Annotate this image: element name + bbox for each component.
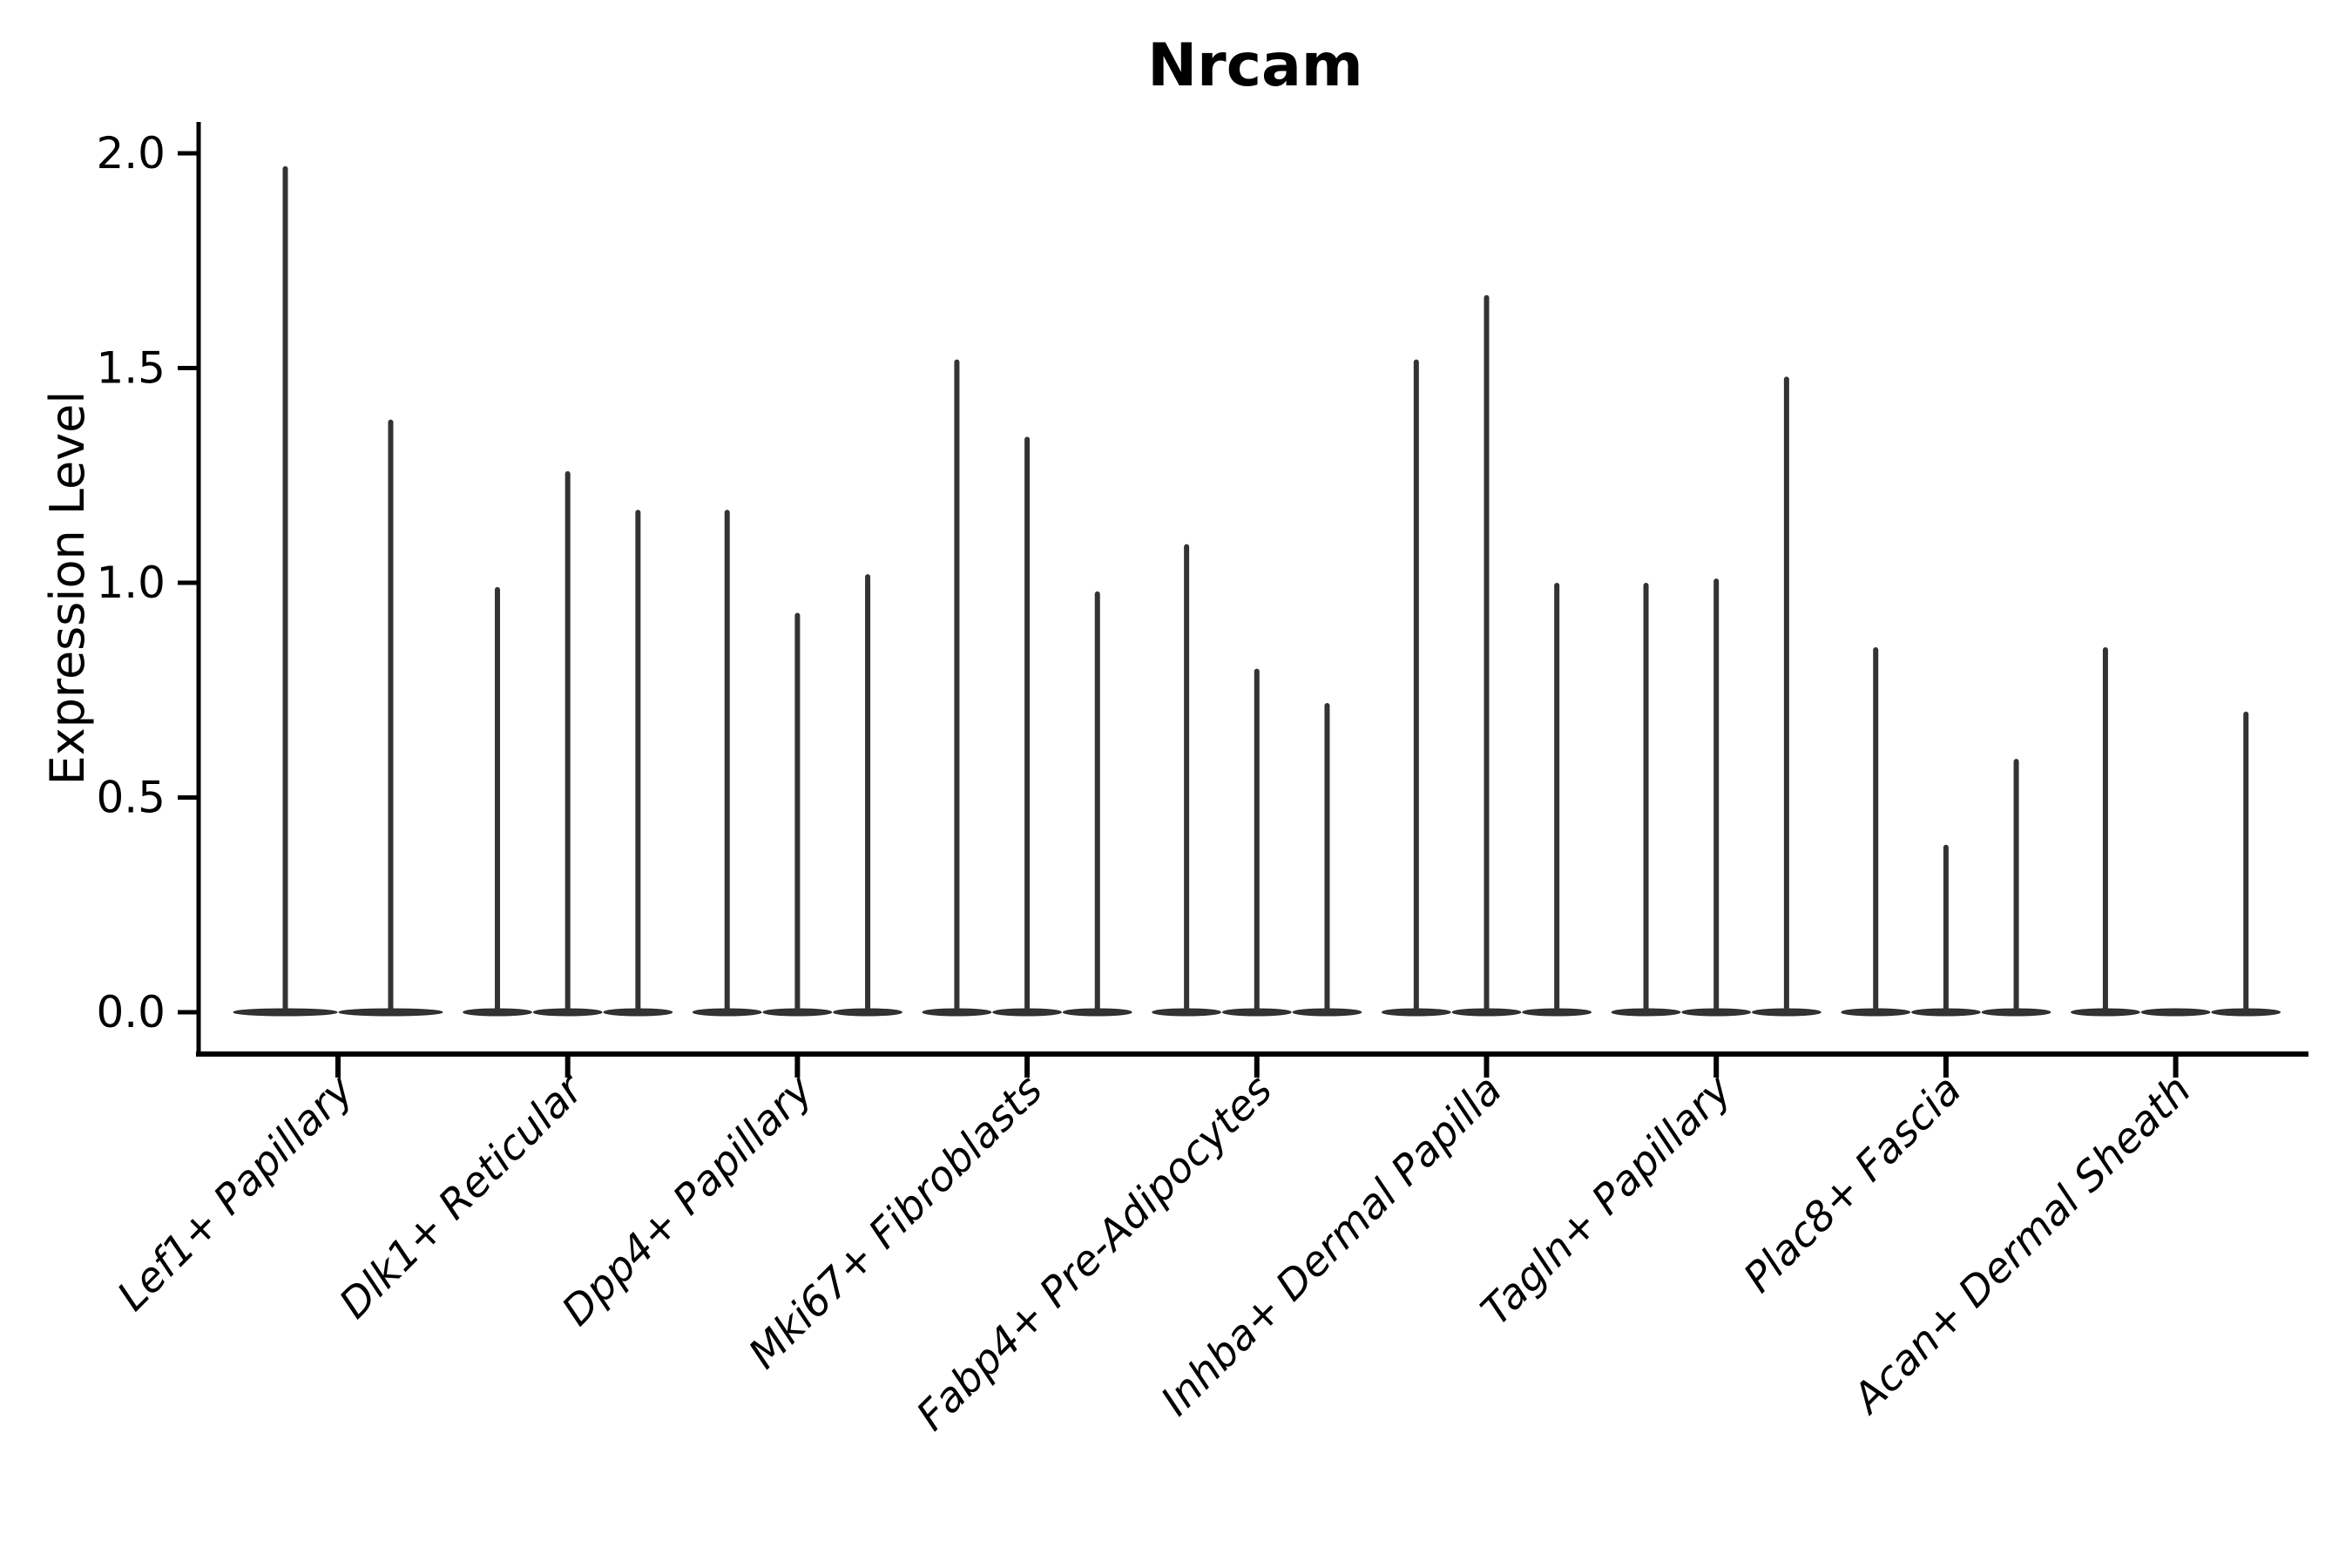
violin-group — [922, 359, 1132, 1017]
y-tick-label: 0.5 — [96, 773, 166, 823]
y-tick-label: 1.0 — [96, 558, 166, 608]
chart-title: Nrcam — [1147, 31, 1363, 100]
x-tick-label: Plac8+ Fascia — [1734, 1066, 1970, 1302]
violin-group — [692, 510, 902, 1017]
y-tick-labels: 0.0 0.5 1.0 1.5 2.0 — [96, 128, 166, 1037]
violin-group — [1152, 544, 1362, 1017]
violin-group — [1611, 376, 1821, 1017]
violin-base — [2140, 1008, 2211, 1017]
violin-group — [233, 166, 443, 1017]
x-tick-label: Dlk1+ Reticular — [330, 1064, 594, 1328]
y-tick-label: 2.0 — [96, 128, 166, 179]
violin-series — [233, 166, 2281, 1017]
axes — [178, 122, 2308, 1078]
y-tick-label: 0.0 — [96, 987, 166, 1037]
violin-group — [1382, 294, 1592, 1017]
y-tick-label: 1.5 — [96, 343, 166, 394]
x-tick-label: Lef1+ Papillary — [108, 1065, 363, 1321]
x-tick-label: Tagln+ Papillary — [1472, 1065, 1742, 1335]
x-tick-label: Dpp4+ Papillary — [553, 1065, 823, 1335]
y-axis-label: Expression Level — [40, 391, 95, 786]
violin-group — [1841, 646, 2051, 1017]
violin-group — [463, 470, 673, 1017]
violin-group — [2071, 646, 2281, 1017]
